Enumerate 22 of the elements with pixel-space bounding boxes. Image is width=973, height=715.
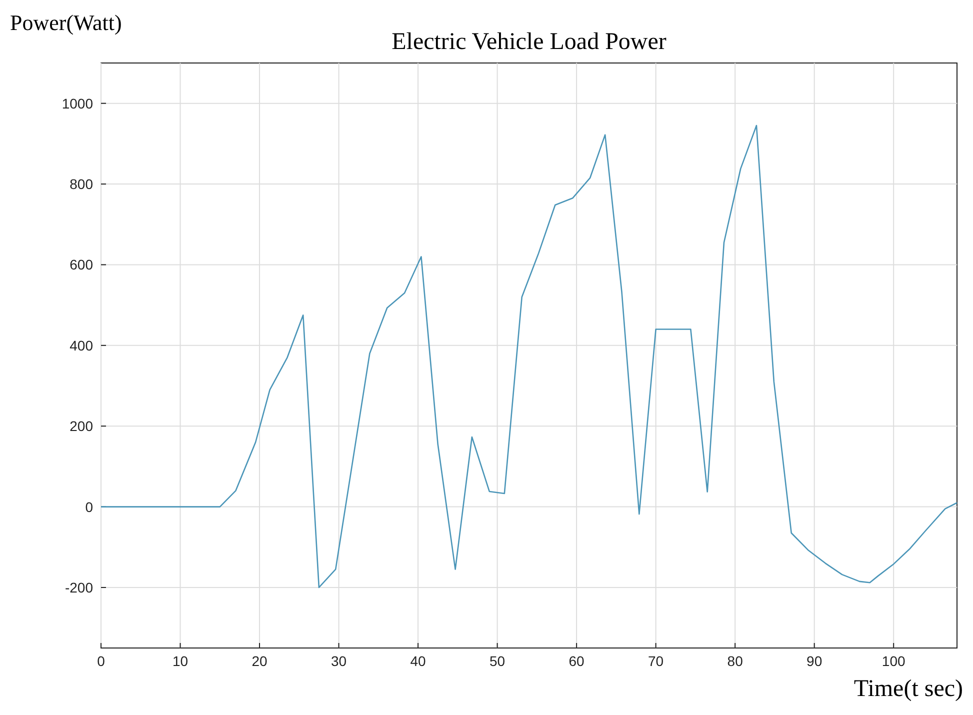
x-tick-label: 40 [410,653,426,669]
x-tick-label: 10 [172,653,188,669]
x-tick-label: 0 [97,653,106,669]
x-tick-label: 100 [882,653,906,669]
x-tick-label: 60 [568,653,585,669]
y-axis-title: Power(Watt) [10,10,122,35]
x-tick-label: 70 [648,653,664,669]
y-tick-label: 0 [85,498,94,515]
line-series [100,124,958,588]
x-tick-label: 50 [490,653,506,669]
y-tick-label: 200 [70,418,94,434]
y-tick-label: 600 [70,256,94,273]
x-tick-label: 90 [806,653,822,669]
y-tick-label: 400 [70,337,94,354]
y-tick-label: 800 [70,176,94,192]
y-tick-label: -200 [64,579,94,596]
chart-title: Electric Vehicle Load Power [392,29,666,55]
x-axis-title: Time(t sec) [854,676,963,702]
x-tick-label: 30 [330,653,347,669]
y-tick-label: 1000 [62,95,94,112]
x-tick-label: 20 [252,653,268,669]
x-tick-label: 80 [727,653,744,669]
